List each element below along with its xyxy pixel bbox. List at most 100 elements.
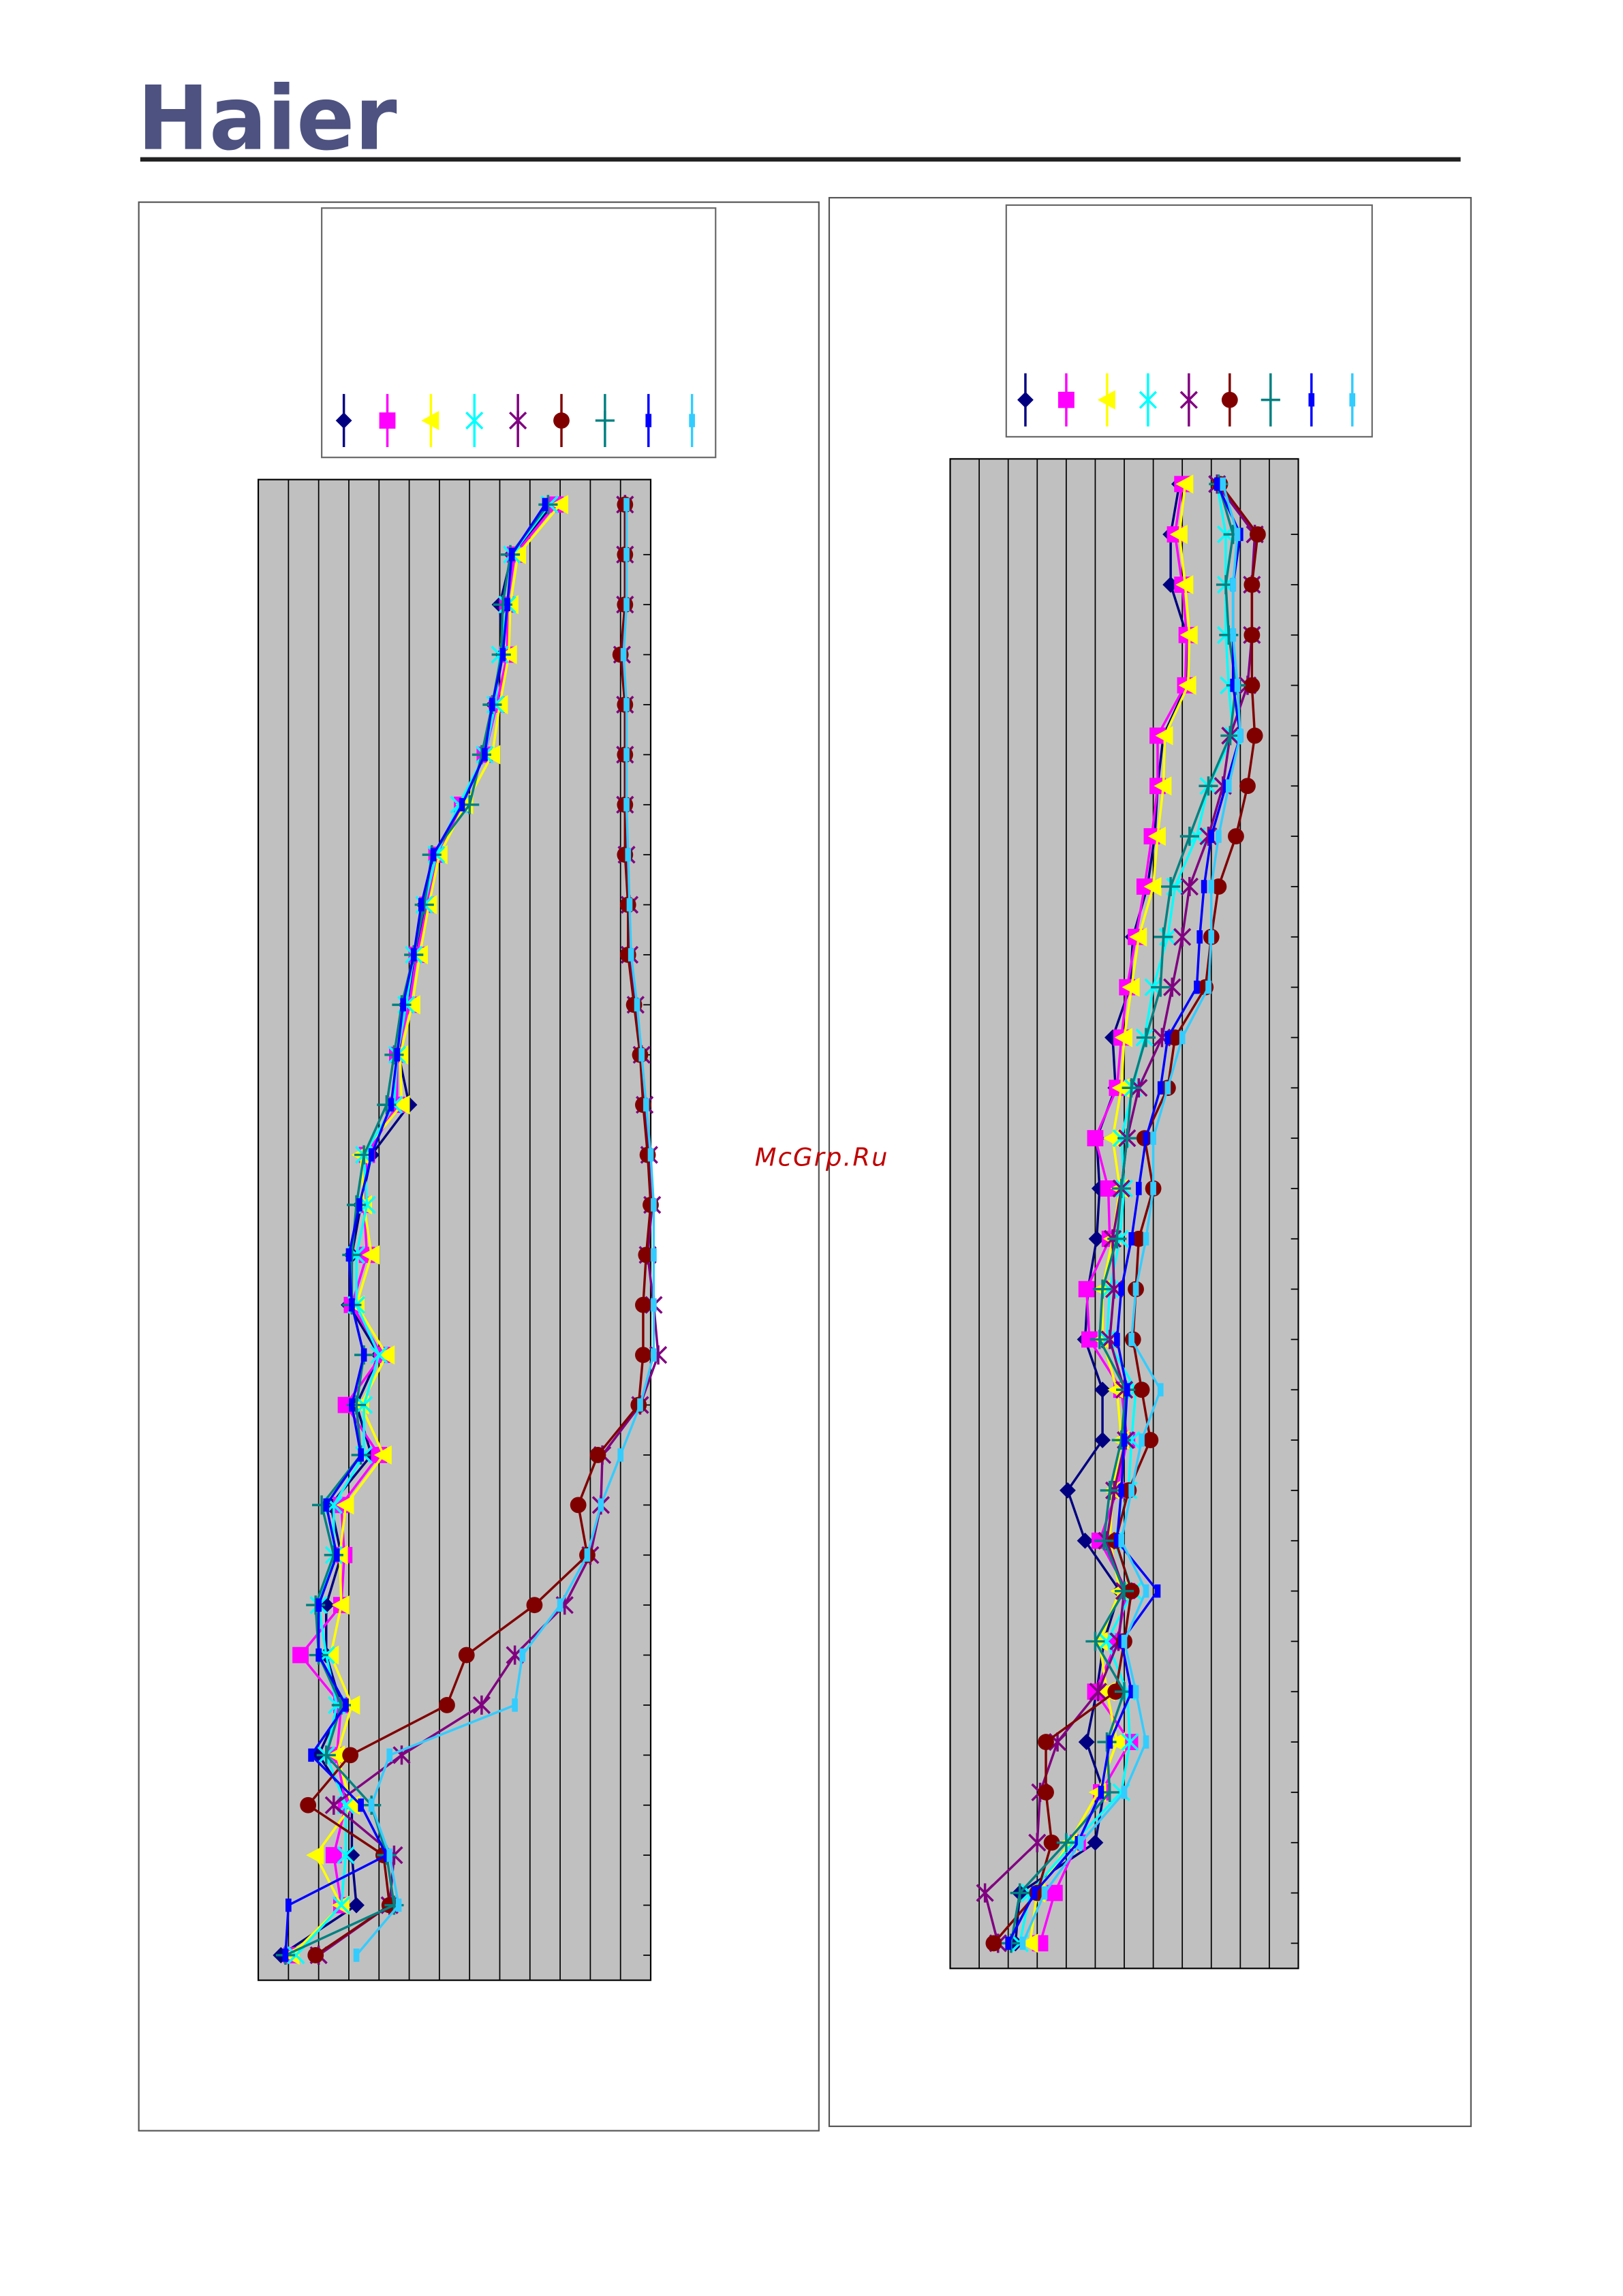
- marker: [985, 1935, 1002, 1952]
- marker: [331, 1595, 350, 1615]
- marker: [1179, 1030, 1186, 1045]
- series-line: [306, 504, 652, 1957]
- marker: [1121, 1634, 1128, 1649]
- marker: [1143, 1131, 1149, 1145]
- marker: [324, 1795, 343, 1815]
- marker: [551, 495, 568, 515]
- marker: [327, 1745, 345, 1765]
- marker: [1154, 1584, 1161, 1598]
- marker: [1077, 1836, 1084, 1850]
- marker: [1058, 391, 1075, 408]
- marker: [370, 1346, 388, 1364]
- marker: [1017, 391, 1034, 408]
- marker: [1221, 391, 1238, 408]
- marker: [1175, 474, 1194, 494]
- marker: [1230, 628, 1237, 642]
- marker: [356, 1198, 362, 1212]
- marker: [1041, 1886, 1048, 1900]
- marker: [512, 1698, 518, 1712]
- marker: [1243, 677, 1261, 694]
- marker: [638, 1048, 645, 1062]
- marker: [1175, 575, 1194, 595]
- marker: [1028, 1833, 1047, 1852]
- marker: [1088, 1230, 1105, 1247]
- marker: [1199, 776, 1218, 796]
- marker: [1107, 1735, 1113, 1749]
- marker: [620, 647, 627, 662]
- marker: [1349, 393, 1356, 407]
- marker: [976, 1883, 994, 1903]
- series-line: [1014, 483, 1188, 1944]
- marker: [623, 598, 630, 611]
- marker: [1118, 1534, 1125, 1548]
- marker: [1205, 980, 1211, 994]
- marker: [1128, 1685, 1134, 1698]
- marker: [1129, 927, 1147, 947]
- marker: [306, 1846, 324, 1865]
- marker: [1220, 726, 1240, 746]
- marker: [1208, 930, 1215, 944]
- marker: [392, 1095, 410, 1115]
- marker: [343, 1847, 360, 1864]
- marker: [1208, 880, 1215, 893]
- marker: [1100, 1180, 1117, 1197]
- marker: [1143, 1584, 1149, 1598]
- marker: [1128, 1332, 1134, 1347]
- marker: [386, 1848, 393, 1862]
- marker: [400, 998, 407, 1012]
- marker: [635, 1347, 651, 1364]
- marker: [499, 647, 506, 662]
- marker: [358, 1798, 365, 1812]
- marker: [1230, 678, 1237, 692]
- marker: [1216, 829, 1222, 843]
- marker: [508, 548, 515, 562]
- marker: [1246, 727, 1263, 744]
- marker: [625, 848, 632, 861]
- marker: [1130, 1230, 1147, 1247]
- marker: [402, 995, 420, 1015]
- marker: [345, 1248, 352, 1262]
- marker: [384, 1045, 404, 1065]
- marker: [1136, 1028, 1156, 1047]
- marker: [1154, 776, 1172, 796]
- marker: [1139, 391, 1158, 409]
- marker: [482, 748, 488, 762]
- marker: [1117, 1129, 1137, 1148]
- marker: [335, 412, 352, 429]
- marker: [1220, 477, 1226, 491]
- marker: [1089, 1682, 1107, 1702]
- marker: [651, 1348, 657, 1362]
- marker: [482, 745, 501, 765]
- marker: [1208, 829, 1215, 843]
- marker: [645, 414, 652, 427]
- marker: [1114, 1581, 1134, 1601]
- marker: [321, 1645, 339, 1665]
- marker: [1230, 578, 1237, 592]
- marker: [394, 1048, 401, 1062]
- marker: [353, 1948, 360, 1962]
- marker: [337, 1846, 355, 1865]
- marker: [1154, 927, 1173, 947]
- chart-frame: [138, 201, 820, 2132]
- marker: [1056, 1833, 1076, 1852]
- marker: [342, 1245, 362, 1265]
- marker: [1150, 1131, 1156, 1145]
- marker: [348, 1897, 365, 1914]
- marker: [1132, 1282, 1139, 1296]
- marker: [377, 1345, 395, 1365]
- marker: [1196, 930, 1203, 944]
- marker: [557, 1598, 563, 1612]
- marker: [349, 1298, 355, 1312]
- marker: [1157, 1081, 1164, 1095]
- marker: [342, 1695, 360, 1715]
- marker: [623, 748, 630, 762]
- marker: [504, 598, 510, 611]
- marker: [538, 495, 558, 515]
- marker: [342, 1747, 359, 1764]
- marker: [1225, 779, 1232, 793]
- marker: [1122, 1078, 1141, 1098]
- marker: [300, 1796, 317, 1813]
- marker: [1179, 390, 1198, 410]
- series-line: [1038, 484, 1188, 1944]
- marker: [1038, 1784, 1054, 1801]
